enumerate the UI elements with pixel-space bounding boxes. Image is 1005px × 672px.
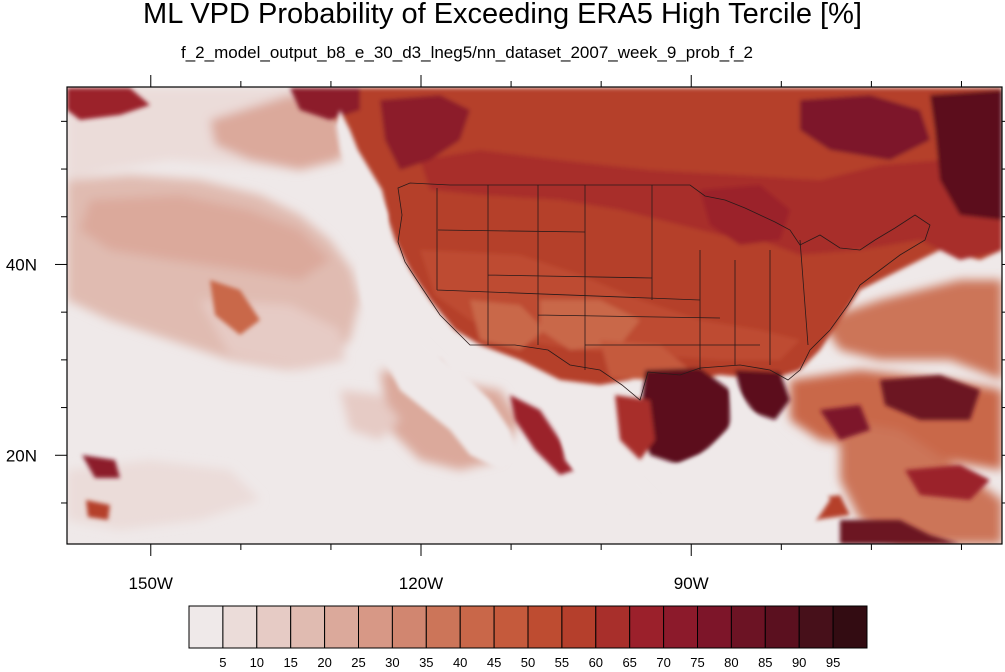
map-frame [66, 86, 1003, 545]
colorbar-swatch [764, 605, 800, 649]
colorbar-swatch [391, 605, 427, 649]
colorbar-labels: 5 10 15 20 25 30 35 40 45 50 55 60 65 70 75 80 85 90 95 [219, 655, 840, 670]
colorbar-swatch [256, 605, 292, 649]
colorbar-label: 25 [351, 655, 365, 670]
axis-ticks [55, 75, 1005, 556]
colorbar-swatch [459, 605, 495, 649]
lat-tick-label: 40N [6, 255, 37, 274]
colorbar-swatch [358, 605, 393, 649]
colorbar-label: 30 [385, 655, 399, 670]
colorbar-swatch [222, 605, 258, 649]
colorbar-swatch [561, 605, 597, 649]
colorbar-label: 45 [487, 655, 501, 670]
colorbar-label: 70 [656, 655, 670, 670]
colorbar-label: 15 [283, 655, 297, 670]
colorbar-swatch [425, 605, 461, 649]
colorbar [188, 605, 868, 649]
colorbar-label: 10 [250, 655, 264, 670]
colorbar-swatch [493, 605, 529, 649]
colorbar-label: 80 [724, 655, 738, 670]
colorbar-swatch [629, 605, 665, 649]
colorbar-swatch [527, 605, 563, 649]
colorbar-swatch [798, 605, 834, 649]
colorbar-swatch [832, 605, 868, 649]
lon-tick-label: 150W [129, 574, 173, 593]
lon-tick-label: 120W [399, 574, 443, 593]
colorbar-label: 75 [690, 655, 704, 670]
colorbar-swatch [188, 605, 224, 649]
state-boundaries [397, 182, 931, 401]
colorbar-swatch [730, 605, 766, 649]
colorbar-label: 20 [317, 655, 331, 670]
colorbar-swatch [324, 605, 360, 649]
probability-field [67, 87, 1002, 544]
colorbar-swatch [697, 605, 732, 649]
colorbar-label: 60 [589, 655, 603, 670]
colorbar-label: 90 [792, 655, 806, 670]
axis-tick-labels: 150W 120W 90W 40N 20N [6, 255, 709, 593]
chart-title: ML VPD Probability of Exceeding ERA5 Hig… [143, 0, 862, 30]
colorbar-label: 5 [219, 655, 226, 670]
colorbar-swatch [595, 605, 631, 649]
colorbar-label: 65 [622, 655, 636, 670]
lon-tick-label: 90W [674, 574, 709, 593]
colorbar-label: 55 [555, 655, 569, 670]
colorbar-swatch [290, 605, 326, 649]
colorbar-label: 40 [453, 655, 467, 670]
colorbar-label: 85 [758, 655, 772, 670]
chart-subtitle: f_2_model_output_b8_e_30_d3_lneg5/nn_dat… [181, 43, 753, 62]
lat-tick-label: 20N [6, 446, 37, 465]
colorbar-swatch [663, 605, 698, 649]
colorbar-label: 50 [521, 655, 535, 670]
colorbar-label: 35 [419, 655, 433, 670]
colorbar-label: 95 [826, 655, 840, 670]
